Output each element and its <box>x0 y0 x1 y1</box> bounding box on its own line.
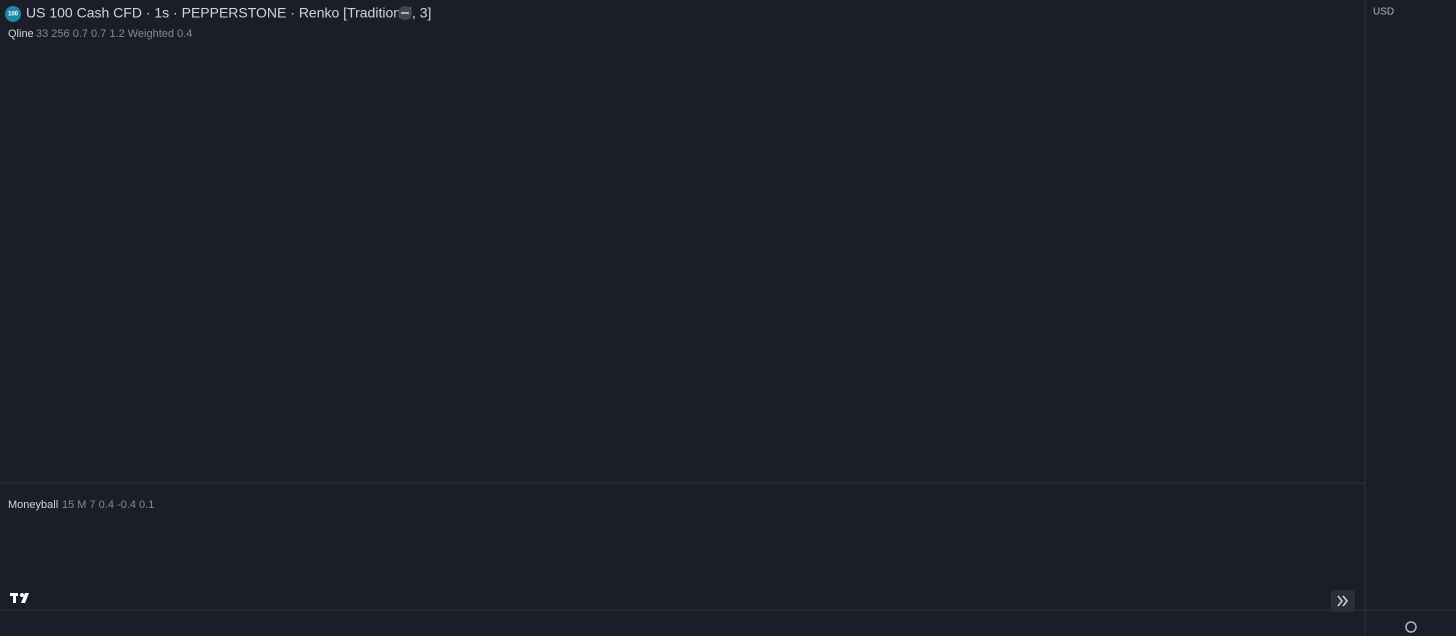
scroll-icon <box>1337 595 1348 607</box>
symbol-badge <box>5 6 21 22</box>
logo-part <box>21 593 29 603</box>
settings-button[interactable] <box>1405 621 1417 633</box>
indicator-params: 33 256 0.7 0.7 1.2 Weighted 0.4 <box>36 28 192 40</box>
indicator-name: Qline <box>8 28 34 40</box>
oscillator-name: Moneyball <box>8 499 58 511</box>
currency[interactable]: USD <box>1373 7 1394 18</box>
logo-part <box>20 593 24 597</box>
logo-part <box>13 593 16 603</box>
chart-title: US 100 Cash CFD · 1s · PEPPERSTONE · Ren… <box>26 5 431 21</box>
tv-logo <box>10 593 29 603</box>
symbol-badge-text: 100 <box>8 12 19 18</box>
oscillator-params: 15 M 7 0.4 -0.4 0.1 <box>62 499 154 511</box>
scroll-button[interactable] <box>1331 590 1355 612</box>
